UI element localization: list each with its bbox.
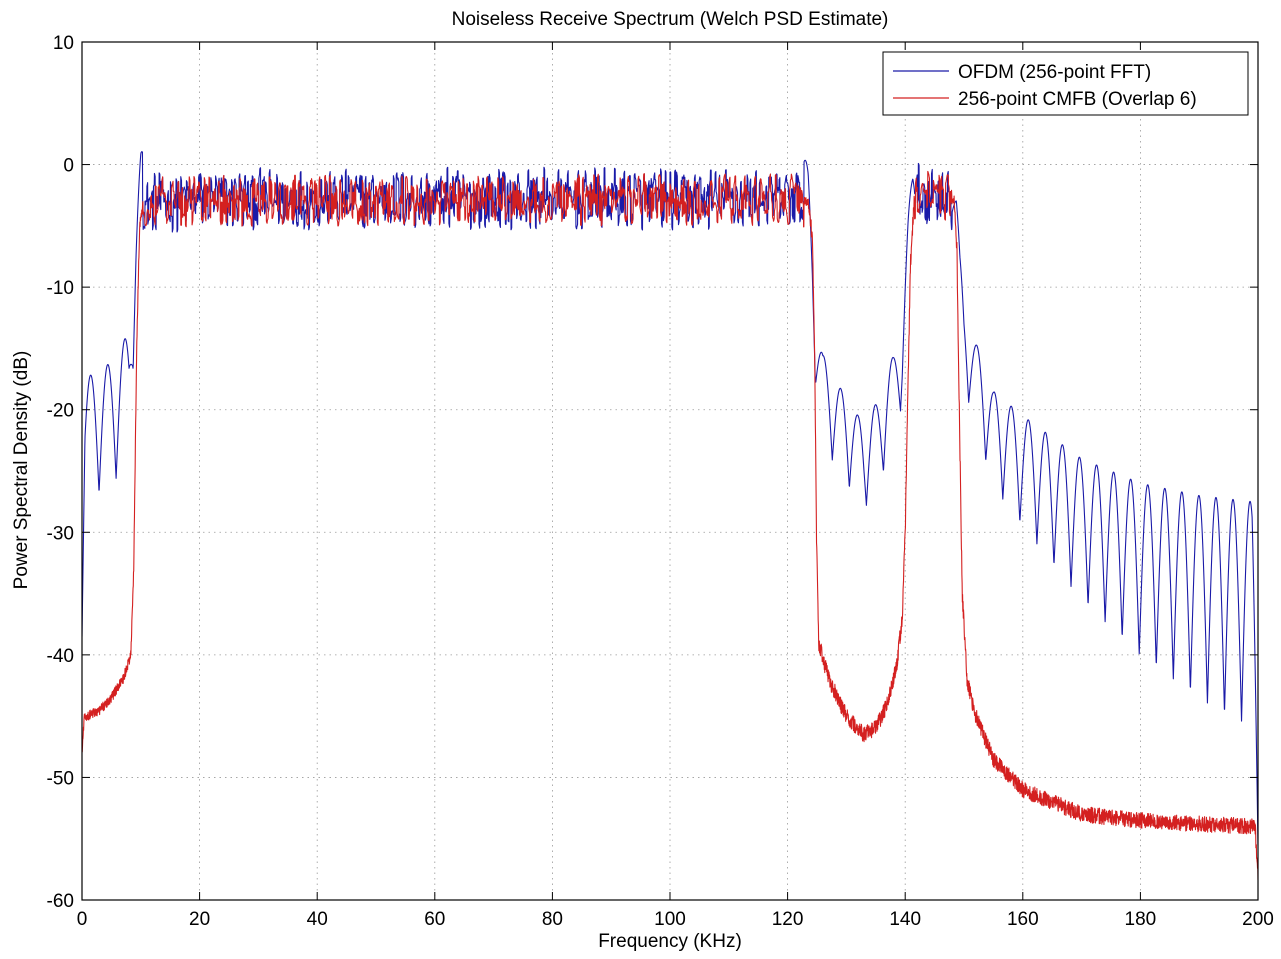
y-tick-label: -50 (47, 768, 74, 789)
x-tick-label: 60 (424, 909, 445, 930)
legend: OFDM (256-point FFT) 256-point CMFB (Ove… (882, 51, 1249, 116)
y-tick-label: -60 (47, 891, 74, 912)
x-tick-label: 0 (77, 909, 88, 930)
legend-label-ofdm: OFDM (256-point FFT) (958, 62, 1151, 83)
y-tick-label: -10 (47, 278, 74, 299)
x-tick-label: 180 (1125, 909, 1157, 930)
x-tick-label: 140 (889, 909, 921, 930)
x-tick-label: 100 (654, 909, 686, 930)
y-tick-label: -20 (47, 401, 74, 422)
legend-label-cmfb: 256-point CMFB (Overlap 6) (958, 89, 1197, 110)
y-tick-label: 0 (63, 156, 74, 177)
x-tick-label: 20 (189, 909, 210, 930)
tick-layer: 0 20 40 60 80 100 120 140 160 180 200100-10-20-30-… (47, 33, 1274, 930)
y-tick-label: -30 (47, 523, 74, 544)
grid-layer (82, 42, 1258, 900)
series-layer (82, 151, 1258, 881)
x-axis-label: Frequency (KHz) (598, 931, 742, 952)
x-tick-label: 120 (772, 909, 804, 930)
x-tick-label: 40 (307, 909, 328, 930)
y-axis-label-text: Power Spectral Density (dB) (11, 350, 32, 590)
series-line-cmfb (82, 170, 1258, 881)
x-tick-label: 160 (1007, 909, 1039, 930)
x-tick-label: 200 (1242, 909, 1274, 930)
x-tick-label: 80 (542, 909, 563, 930)
chart-title: Noiseless Receive Spectrum (Welch PSD Es… (451, 9, 889, 30)
legend-box (882, 51, 1249, 116)
y-tick-label: 10 (53, 33, 74, 54)
y-tick-label: -40 (47, 646, 74, 667)
